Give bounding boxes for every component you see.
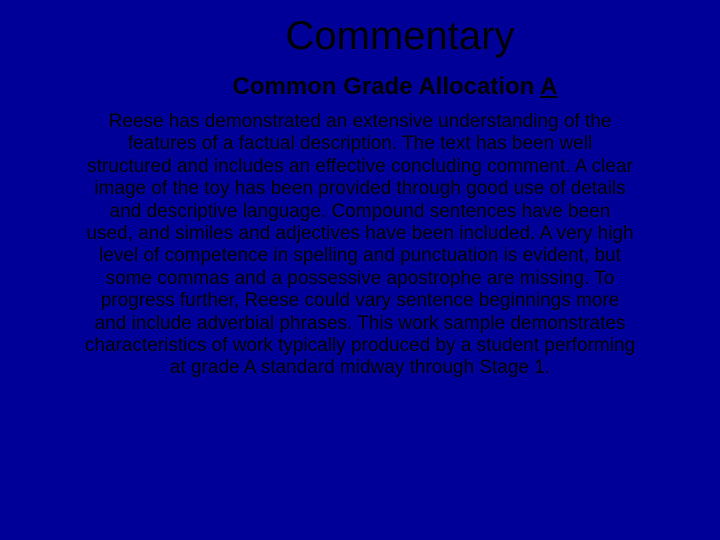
subtitle-prefix: Common Grade Allocation <box>233 73 541 100</box>
slide-subtitle: Common Grade Allocation A <box>80 73 640 101</box>
slide-body: Reese has demonstrated an extensive unde… <box>80 111 640 380</box>
slide-title: Commentary <box>80 14 640 59</box>
subtitle-grade: A <box>540 73 557 100</box>
